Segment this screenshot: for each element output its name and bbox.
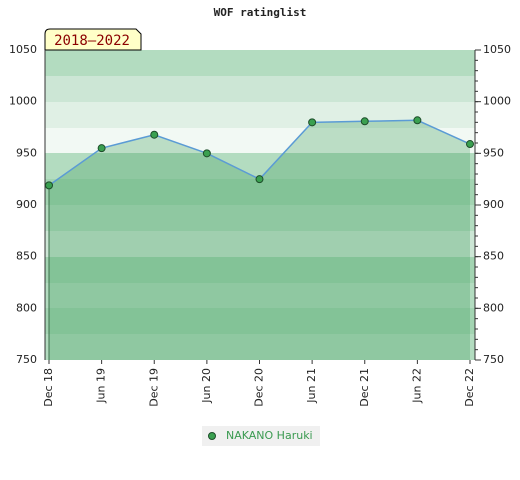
legend-label: NAKANO Haruki (226, 429, 313, 442)
y2-tick-label: 750 (483, 353, 504, 366)
x-tick-label: Jun 19 (95, 368, 108, 404)
marker (45, 181, 53, 190)
marker (360, 117, 369, 126)
marker (255, 175, 264, 184)
marker (466, 140, 474, 149)
marker (308, 118, 317, 127)
legend-marker (208, 432, 216, 440)
x-tick-label: Jun 22 (410, 368, 423, 404)
marker (150, 130, 159, 139)
period-box (44, 28, 142, 51)
y-tick-label: 850 (16, 250, 37, 263)
marker (413, 116, 422, 125)
y2-tick-label: 900 (483, 198, 504, 211)
area (49, 120, 470, 361)
y-tick-label: 950 (16, 146, 37, 159)
background-bands (45, 50, 475, 360)
y-tick-label: 1050 (9, 43, 37, 56)
x-tick-label: Dec 19 (147, 368, 160, 407)
x-tick-label: Jun 21 (305, 368, 318, 404)
y2-tick-label: 950 (483, 146, 504, 159)
marker (202, 149, 211, 158)
y2-tick-label: 800 (483, 301, 504, 314)
x-tick-label: Jun 20 (200, 368, 213, 404)
x-tick-label: Dec 20 (253, 368, 266, 407)
y-tick-label: 750 (16, 353, 37, 366)
y-tick-label: 900 (16, 198, 37, 211)
x-tick-label: Dec 18 (42, 368, 55, 407)
y2-tick-label: 850 (483, 250, 504, 263)
y2-tick-label: 1000 (483, 95, 511, 108)
y2-tick-label: 1050 (483, 43, 511, 56)
marker (97, 144, 106, 153)
x-tick-label: Dec 21 (358, 368, 371, 407)
chart-title: WOF ratinglist (214, 6, 307, 19)
x-tick-label: Dec 22 (463, 368, 476, 407)
period-label: 2018–2022 (54, 33, 130, 49)
y-tick-label: 800 (16, 301, 37, 314)
legend-box (202, 426, 320, 446)
y-tick-label: 1000 (9, 95, 37, 108)
